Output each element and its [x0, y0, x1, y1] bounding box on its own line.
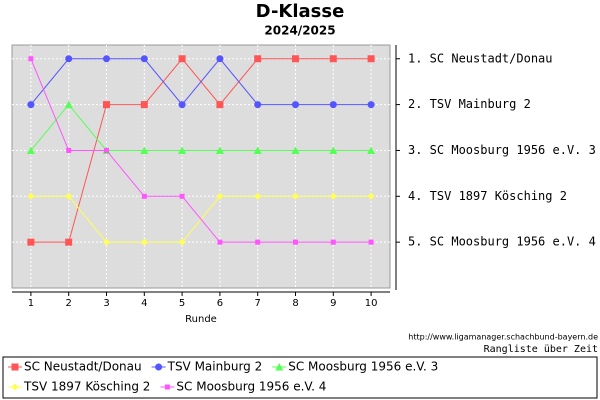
point [178, 146, 187, 154]
legend-marker [11, 363, 19, 371]
y-tick-label: 2. TSV Mainburg 2 [408, 97, 531, 111]
legend-marker [155, 363, 163, 371]
chart-title: D-Klasse [256, 1, 345, 22]
legend-marker [275, 363, 284, 371]
point [329, 55, 337, 63]
plot-area [11, 44, 391, 289]
legend-label: SC Moosburg 1956 e.V. 3 [288, 360, 438, 374]
point [26, 146, 35, 154]
point [27, 192, 35, 200]
point [367, 192, 375, 200]
x-tick-label: 2 [66, 298, 72, 309]
x-tick-label: 7 [255, 298, 261, 309]
x-tick-label: 9 [330, 298, 336, 309]
series-line [30, 57, 372, 106]
y-tick-label: 5. SC Moosburg 1956 e.V. 4 [408, 235, 596, 249]
point [179, 193, 185, 199]
point [27, 238, 35, 246]
legend-label: SC Neustadt/Donau [24, 360, 142, 374]
y-tick-label: 4. TSV 1897 Kösching 2 [408, 189, 567, 203]
point [367, 146, 376, 154]
point [217, 239, 223, 245]
point [254, 192, 262, 200]
point [329, 192, 337, 200]
point [291, 146, 300, 154]
point [65, 55, 73, 63]
point [65, 238, 73, 246]
legend-label: TSV Mainburg 2 [167, 360, 263, 374]
point [140, 146, 149, 154]
point [367, 55, 375, 63]
point [254, 55, 262, 63]
y-tick-label: 3. SC Moosburg 1956 e.V. 3 [408, 143, 596, 157]
x-axis-label: Runde [185, 314, 217, 325]
point [293, 239, 298, 245]
source: http://www.ligamanager.schachbund-bayern… [408, 333, 598, 342]
point [253, 146, 262, 154]
x-tick-label: 4 [141, 298, 147, 309]
point [178, 101, 186, 109]
chart-subtitle: 2024/2025 [264, 24, 335, 38]
point [367, 101, 375, 109]
point [178, 55, 186, 63]
series-line [30, 103, 372, 151]
point [368, 239, 374, 245]
x-tick-label: 5 [179, 298, 185, 309]
point [329, 146, 338, 154]
note: Rangliste über Zeit [484, 344, 598, 355]
point [140, 101, 148, 109]
y-tick-label: 1. SC Neustadt/Donau [408, 51, 553, 65]
x-tick-label: 6 [217, 298, 223, 309]
point [178, 238, 186, 246]
point [216, 101, 224, 109]
x-tick-label: 1 [28, 298, 34, 309]
point [216, 192, 224, 200]
point [141, 193, 147, 199]
x-tick-label: 3 [103, 298, 109, 309]
point [66, 147, 72, 153]
x-tick-label: 10 [365, 298, 378, 309]
point [254, 101, 262, 109]
point [330, 239, 336, 245]
legend-marker [164, 384, 170, 390]
legend-label: TSV 1897 Kösching 2 [23, 380, 150, 394]
point [140, 55, 148, 63]
legend-box [2, 356, 598, 399]
point [28, 56, 34, 62]
point [104, 147, 109, 153]
series-line [30, 58, 372, 243]
point [103, 101, 110, 109]
point [215, 146, 224, 154]
point [329, 101, 337, 109]
point [292, 101, 299, 109]
legend-label: SC Moosburg 1956 e.V. 4 [176, 380, 326, 394]
point [255, 239, 261, 245]
point [292, 192, 299, 200]
legend-marker [11, 383, 19, 391]
point [216, 55, 224, 63]
point [292, 55, 299, 63]
point [65, 192, 73, 200]
point [27, 101, 35, 109]
point [103, 55, 110, 63]
point [64, 100, 73, 109]
point [140, 238, 148, 246]
point [103, 238, 110, 246]
x-tick-label: 8 [292, 298, 298, 309]
